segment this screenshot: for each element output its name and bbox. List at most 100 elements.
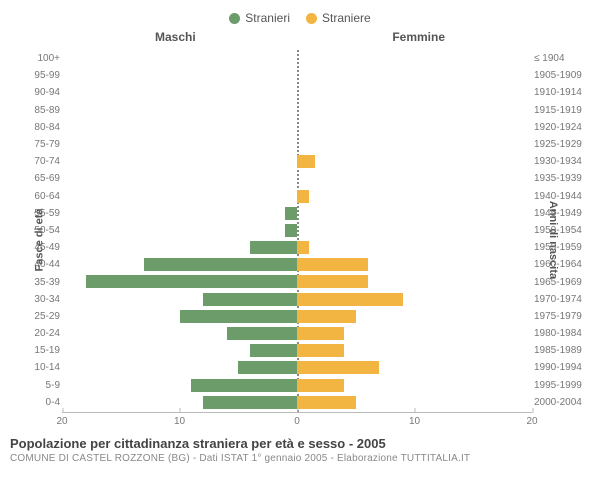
bar-female bbox=[297, 190, 309, 203]
header-female: Femmine bbox=[392, 30, 445, 44]
bar-pair bbox=[62, 379, 532, 392]
birth-year-label: 1915-1919 bbox=[534, 105, 588, 116]
pyramid-row: 10-141990-1994 bbox=[62, 359, 532, 376]
age-label: 40-44 bbox=[20, 259, 60, 270]
bar-male bbox=[285, 224, 297, 237]
birth-year-label: 1910-1914 bbox=[534, 87, 588, 98]
legend-swatch-male bbox=[229, 13, 240, 24]
age-label: 65-69 bbox=[20, 173, 60, 184]
bar-female bbox=[297, 361, 379, 374]
bar-pair bbox=[62, 396, 532, 409]
bar-female bbox=[297, 155, 315, 168]
bar-male bbox=[250, 241, 297, 254]
x-tick: 20 bbox=[526, 413, 537, 427]
x-tick: 20 bbox=[56, 413, 67, 427]
pyramid-row: 5-91995-1999 bbox=[62, 377, 532, 394]
age-label: 90-94 bbox=[20, 87, 60, 98]
legend-label-male: Stranieri bbox=[245, 11, 290, 25]
pyramid-row: 25-291975-1979 bbox=[62, 308, 532, 325]
age-label: 50-54 bbox=[20, 225, 60, 236]
bar-male bbox=[203, 293, 297, 306]
pyramid-row: 80-841920-1924 bbox=[62, 119, 532, 136]
age-label: 5-9 bbox=[20, 380, 60, 391]
age-label: 80-84 bbox=[20, 122, 60, 133]
age-label: 85-89 bbox=[20, 105, 60, 116]
legend-label-female: Straniere bbox=[322, 11, 371, 25]
bar-female bbox=[297, 293, 403, 306]
pyramid-row: 70-741930-1934 bbox=[62, 153, 532, 170]
bar-male bbox=[203, 396, 297, 409]
birth-year-label: 1975-1979 bbox=[534, 311, 588, 322]
birth-year-label: 2000-2004 bbox=[534, 397, 588, 408]
bar-pair bbox=[62, 52, 532, 65]
x-tick: 10 bbox=[409, 413, 420, 427]
bar-pair bbox=[62, 104, 532, 117]
bar-male bbox=[285, 207, 297, 220]
bar-male bbox=[191, 379, 297, 392]
bar-male bbox=[144, 258, 297, 271]
pyramid-row: 60-641940-1944 bbox=[62, 188, 532, 205]
birth-year-label: 1945-1949 bbox=[534, 208, 588, 219]
legend: Stranieri Straniere bbox=[10, 8, 590, 28]
birth-year-label: 1935-1939 bbox=[534, 173, 588, 184]
birth-year-label: 1980-1984 bbox=[534, 328, 588, 339]
bar-male bbox=[250, 344, 297, 357]
bar-pair bbox=[62, 224, 532, 237]
age-label: 95-99 bbox=[20, 70, 60, 81]
age-label: 25-29 bbox=[20, 311, 60, 322]
x-tick: 10 bbox=[174, 413, 185, 427]
pyramid-row: 45-491955-1959 bbox=[62, 239, 532, 256]
legend-swatch-female bbox=[306, 13, 317, 24]
age-label: 30-34 bbox=[20, 294, 60, 305]
pyramid-row: 95-991905-1909 bbox=[62, 67, 532, 84]
legend-item-female: Straniere bbox=[306, 11, 371, 25]
pyramid-row: 20-241980-1984 bbox=[62, 325, 532, 342]
age-label: 20-24 bbox=[20, 328, 60, 339]
bar-female bbox=[297, 327, 344, 340]
header-male: Maschi bbox=[155, 30, 196, 44]
bar-pair bbox=[62, 327, 532, 340]
population-pyramid-chart: Stranieri Straniere Maschi Femmine Fasce… bbox=[0, 0, 600, 500]
bar-pair bbox=[62, 344, 532, 357]
pyramid-row: 35-391965-1969 bbox=[62, 273, 532, 290]
bar-pair bbox=[62, 86, 532, 99]
birth-year-label: 1965-1969 bbox=[534, 277, 588, 288]
birth-year-label: 1920-1924 bbox=[534, 122, 588, 133]
age-label: 35-39 bbox=[20, 277, 60, 288]
pyramid-row: 40-441960-1964 bbox=[62, 256, 532, 273]
age-label: 60-64 bbox=[20, 191, 60, 202]
plot-area: Fasce di età Anni di nascita 100+≤ 19049… bbox=[10, 50, 590, 430]
age-label: 100+ bbox=[20, 53, 60, 64]
bar-male bbox=[86, 275, 298, 288]
pyramid-row: 90-941910-1914 bbox=[62, 84, 532, 101]
x-tick: 0 bbox=[294, 413, 300, 427]
bar-female bbox=[297, 396, 356, 409]
pyramid-row: 75-791925-1929 bbox=[62, 136, 532, 153]
age-label: 15-19 bbox=[20, 345, 60, 356]
age-label: 55-59 bbox=[20, 208, 60, 219]
bar-male bbox=[227, 327, 298, 340]
bar-female bbox=[297, 275, 368, 288]
x-axis: 201001020 bbox=[62, 412, 532, 430]
bar-pair bbox=[62, 361, 532, 374]
chart-footer: Popolazione per cittadinanza straniera p… bbox=[10, 436, 590, 464]
bar-pair bbox=[62, 258, 532, 271]
footer-subtitle: COMUNE DI CASTEL ROZZONE (BG) - Dati IST… bbox=[10, 453, 590, 464]
pyramid-row: 65-691935-1939 bbox=[62, 170, 532, 187]
bar-pair bbox=[62, 172, 532, 185]
bar-female bbox=[297, 379, 344, 392]
bar-male bbox=[180, 310, 298, 323]
pyramid-row: 100+≤ 1904 bbox=[62, 50, 532, 67]
birth-year-label: 1950-1954 bbox=[534, 225, 588, 236]
pyramid-row: 50-541950-1954 bbox=[62, 222, 532, 239]
bar-female bbox=[297, 310, 356, 323]
bar-female bbox=[297, 241, 309, 254]
bar-rows: 100+≤ 190495-991905-190990-941910-191485… bbox=[62, 50, 532, 412]
bar-male bbox=[238, 361, 297, 374]
column-headers: Maschi Femmine bbox=[10, 28, 590, 48]
pyramid-row: 15-191985-1989 bbox=[62, 342, 532, 359]
bar-pair bbox=[62, 293, 532, 306]
birth-year-label: 1990-1994 bbox=[534, 362, 588, 373]
age-label: 0-4 bbox=[20, 397, 60, 408]
bar-pair bbox=[62, 121, 532, 134]
